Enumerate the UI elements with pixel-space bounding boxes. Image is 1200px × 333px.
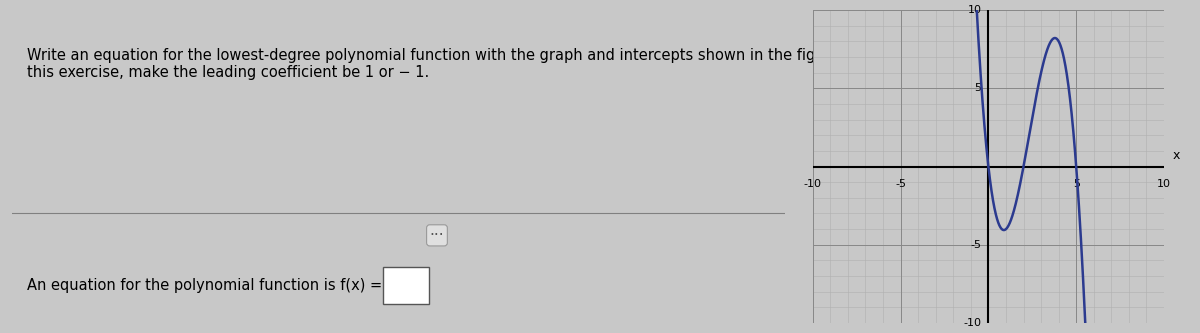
Text: Write an equation for the lowest-degree polynomial function with the graph and i: Write an equation for the lowest-degree … [28,48,872,80]
Text: -10: -10 [804,179,822,189]
Text: ···: ··· [430,228,444,243]
FancyBboxPatch shape [383,267,430,304]
Text: -10: -10 [964,318,982,328]
Text: 5: 5 [974,83,982,93]
Text: -5: -5 [971,240,982,250]
Text: 5: 5 [1073,179,1080,189]
Text: 10: 10 [967,5,982,15]
Text: 10: 10 [1157,179,1171,189]
Text: x: x [1172,149,1180,162]
Text: f(x): f(x) [994,0,1015,2]
Text: -5: -5 [895,179,906,189]
Text: An equation for the polynomial function is f(x) =: An equation for the polynomial function … [28,278,383,293]
